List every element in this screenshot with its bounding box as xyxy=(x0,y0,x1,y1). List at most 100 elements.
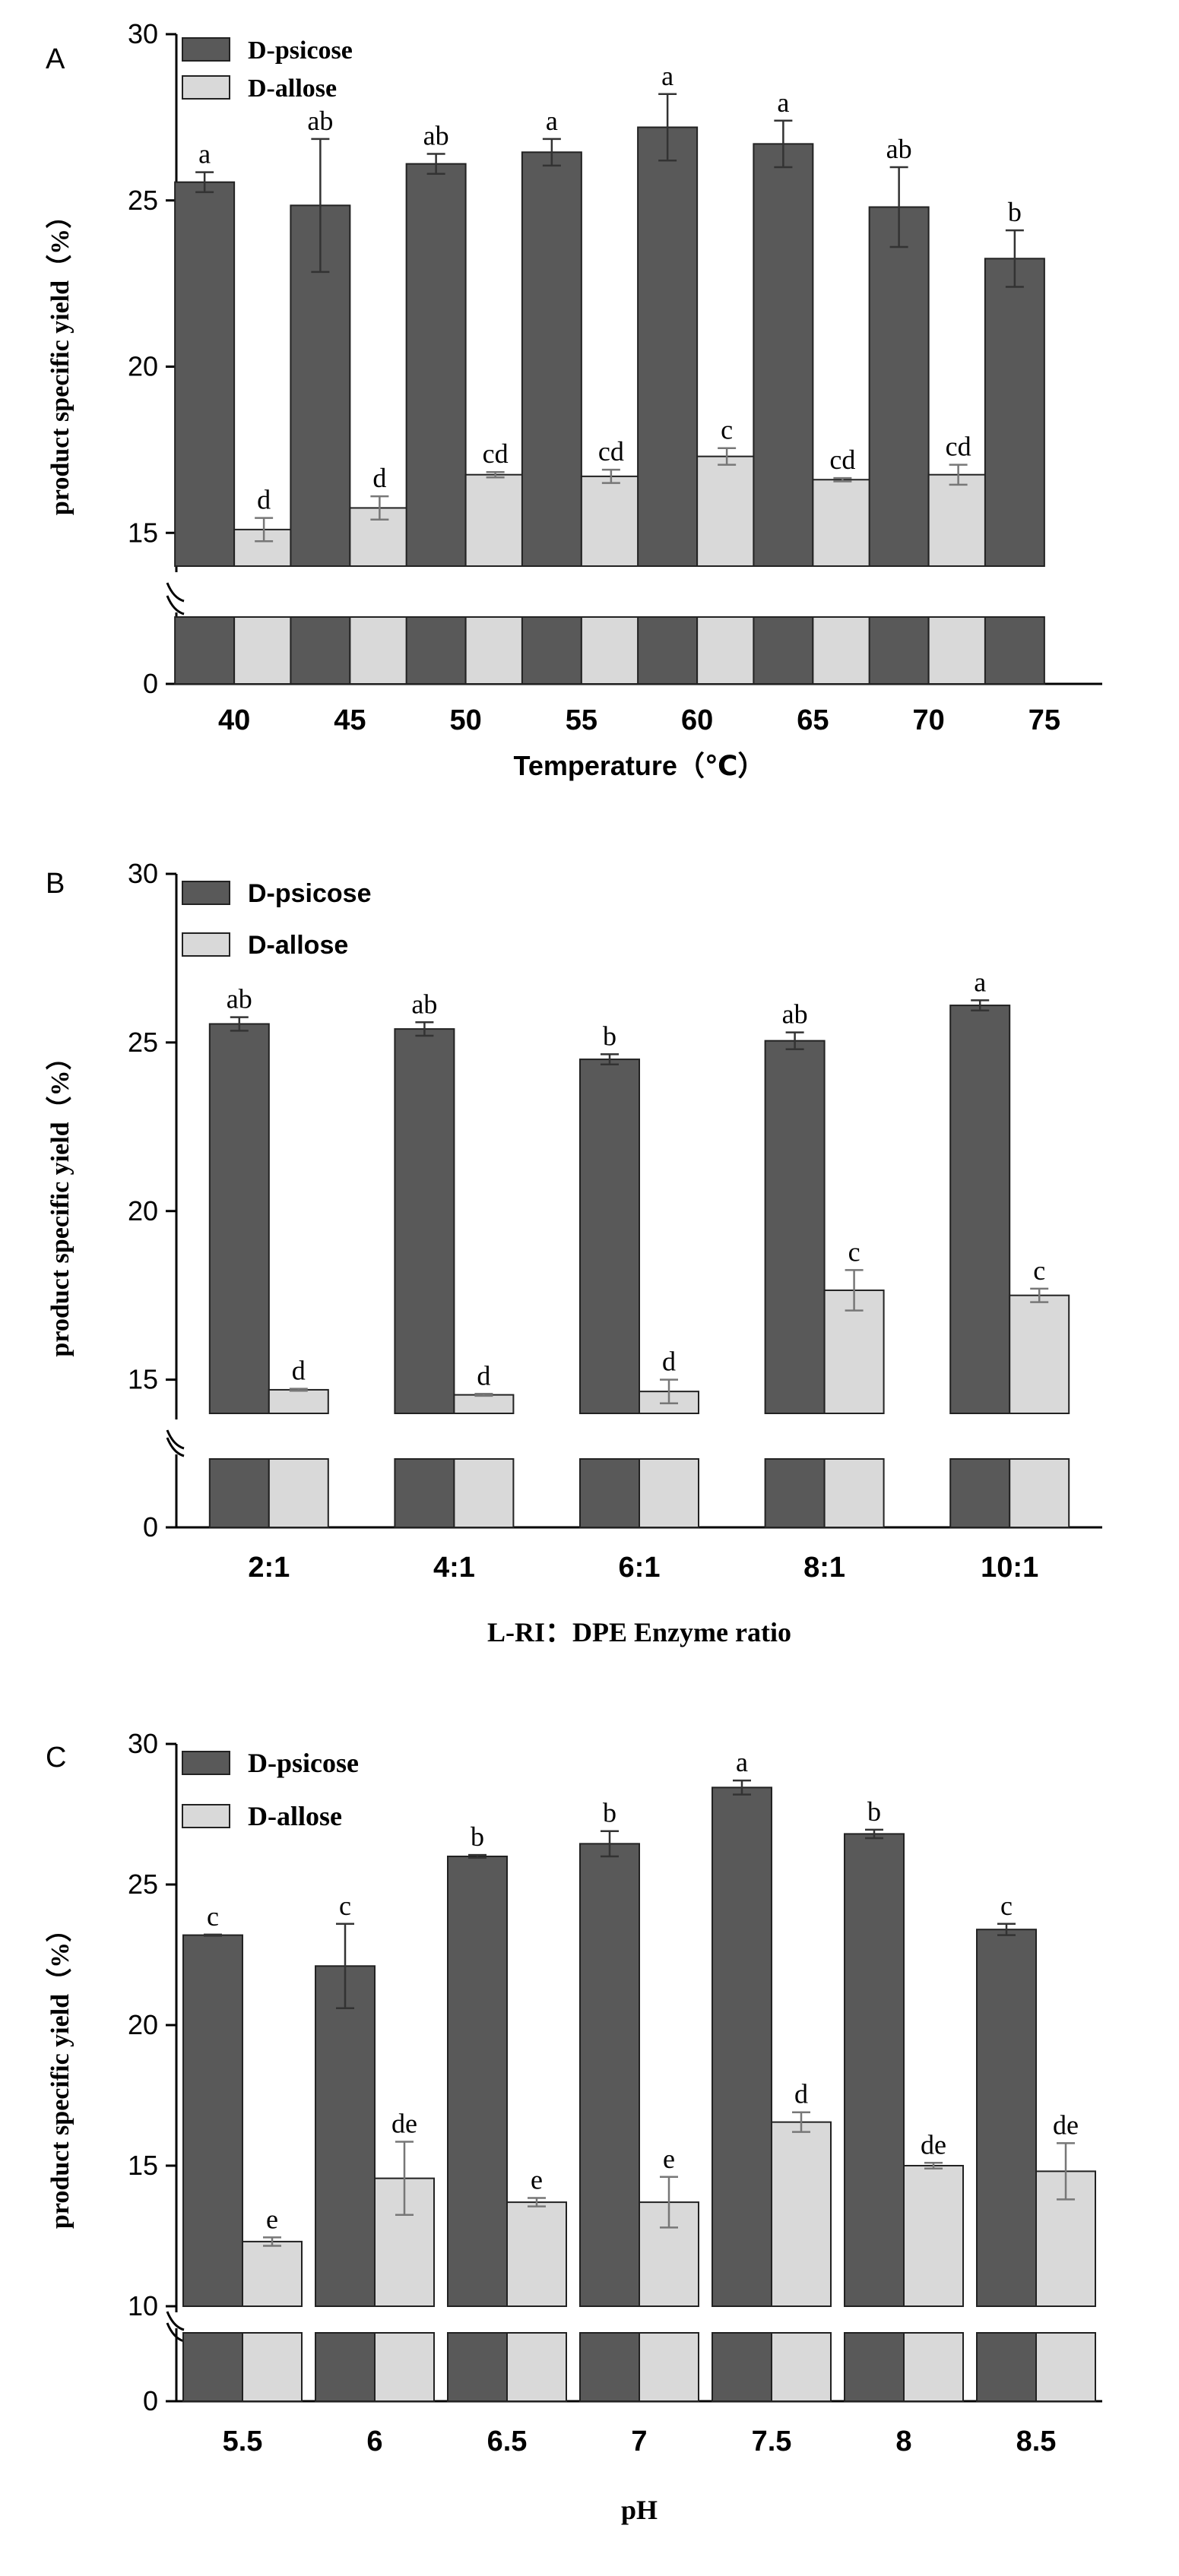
y-tick-label: 15 xyxy=(128,517,158,548)
significance-letter: c xyxy=(339,1891,351,1921)
significance-letter: b xyxy=(1008,197,1022,227)
significance-letter: c xyxy=(721,415,733,445)
significance-letter: c xyxy=(1033,1255,1045,1286)
axis-break-mark xyxy=(166,1429,185,1450)
x-tick-label: 10:1 xyxy=(981,1552,1038,1584)
significance-letter: c xyxy=(1000,1891,1013,1921)
bar-stub-allose xyxy=(506,2332,567,2402)
y-tick-label: 15 xyxy=(128,2150,158,2181)
x-tick-label: 8 xyxy=(895,2426,911,2457)
bar-stub-allose xyxy=(374,2332,435,2402)
bar-stub-psicose xyxy=(208,1458,270,1528)
bar-stub-allose xyxy=(771,2332,832,2402)
bar-stub-allose xyxy=(696,616,758,685)
y-tick-label: 30 xyxy=(128,858,158,889)
bar-psicose xyxy=(984,258,1045,567)
bar-stub-psicose xyxy=(984,616,1045,685)
legend-swatch xyxy=(182,75,230,100)
legend-swatch xyxy=(182,1751,230,1775)
bar-stub-psicose xyxy=(976,2332,1037,2402)
y-tick-label: 20 xyxy=(128,2009,158,2040)
legend: D-psicose D-allose xyxy=(182,1748,359,1831)
y-axis-label: product specific yield（%） xyxy=(45,203,74,515)
bar-psicose xyxy=(764,1040,826,1414)
x-axis-label: Temperature（℃） xyxy=(514,750,765,781)
significance-letter: cd xyxy=(598,436,624,467)
significance-letter: ab xyxy=(423,121,449,151)
significance-letter: b xyxy=(867,1796,881,1827)
bar-stub-psicose xyxy=(764,1458,826,1528)
bar-allose xyxy=(771,2121,832,2307)
significance-letter: de xyxy=(921,2129,946,2160)
bar-stub-psicose xyxy=(949,1458,1011,1528)
bar-psicose xyxy=(174,181,236,567)
significance-letter: b xyxy=(603,1798,616,1828)
bar-psicose xyxy=(447,1856,508,2307)
x-tick-label: 40 xyxy=(218,704,250,736)
significance-letter: b xyxy=(471,1821,484,1852)
significance-letter: d xyxy=(372,463,386,493)
bar-allose xyxy=(927,473,989,567)
bar-psicose xyxy=(521,151,582,567)
y-tick-label-zero: 0 xyxy=(143,2385,158,2416)
x-tick-label: 7.5 xyxy=(752,2426,792,2457)
panel-letter: C xyxy=(46,1742,66,1774)
bar-allose xyxy=(453,1394,515,1414)
bar-stub-allose xyxy=(812,616,873,685)
bar-stub-allose xyxy=(1035,2332,1096,2402)
legend-swatch xyxy=(182,881,230,905)
significance-letter: ab xyxy=(886,134,912,164)
legend-label: D-psicose xyxy=(248,36,353,65)
bar-psicose xyxy=(182,1934,243,2308)
legend: D-psicose D-allose xyxy=(182,879,372,960)
bar-stub-allose xyxy=(639,2332,699,2402)
bar-stub-allose xyxy=(639,1458,699,1528)
significance-letter: cd xyxy=(829,445,855,475)
significance-letter: cd xyxy=(483,438,509,469)
significance-letter: ab xyxy=(307,106,333,136)
x-tick-label: 65 xyxy=(797,704,829,736)
significance-letter: ab xyxy=(782,999,808,1030)
x-tick-label: 8.5 xyxy=(1016,2426,1057,2457)
bar-psicose xyxy=(208,1023,270,1414)
bar-stub-psicose xyxy=(868,616,930,685)
bar-allose xyxy=(268,1388,329,1414)
bar-stub-psicose xyxy=(753,616,814,685)
bar-stub-allose xyxy=(349,616,410,685)
bar-stub-allose xyxy=(823,1458,885,1528)
bar-stub-psicose xyxy=(315,2332,376,2402)
y-tick-label: 20 xyxy=(128,1195,158,1226)
bar-psicose xyxy=(579,1059,640,1414)
bar-psicose xyxy=(579,1843,640,2308)
bar-stub-allose xyxy=(927,616,989,685)
bar-psicose xyxy=(712,1786,772,2308)
legend: D-psicose D-allose xyxy=(182,36,353,103)
legend-label: D-psicose xyxy=(248,1748,359,1778)
y-tick-label-zero: 0 xyxy=(143,668,158,699)
legend-label: D-allose xyxy=(248,931,348,960)
significance-letter: e xyxy=(531,2165,543,2195)
bar-allose xyxy=(242,2240,303,2307)
bar-allose xyxy=(696,455,758,567)
legend-swatch xyxy=(182,1804,230,1828)
axis-break-mark xyxy=(166,595,185,616)
bar-stub-psicose xyxy=(844,2332,905,2402)
significance-letter: de xyxy=(1053,2109,1079,2140)
significance-letter: d xyxy=(257,485,271,515)
bar-stub-psicose xyxy=(394,1458,455,1528)
x-axis-label: pH xyxy=(621,2495,658,2525)
bar-allose xyxy=(903,2165,964,2307)
x-tick-label: 60 xyxy=(681,704,713,736)
bar-allose xyxy=(812,479,873,567)
bar-stub-allose xyxy=(242,2332,303,2402)
x-tick-label: 5.5 xyxy=(223,2426,263,2457)
x-tick-label: 4:1 xyxy=(433,1552,475,1584)
bar-allose xyxy=(580,475,642,567)
y-axis-label: product specific yield（%） xyxy=(45,1044,74,1356)
x-tick-label: 50 xyxy=(449,704,481,736)
significance-letter: a xyxy=(198,139,211,169)
significance-letter: a xyxy=(974,967,986,997)
